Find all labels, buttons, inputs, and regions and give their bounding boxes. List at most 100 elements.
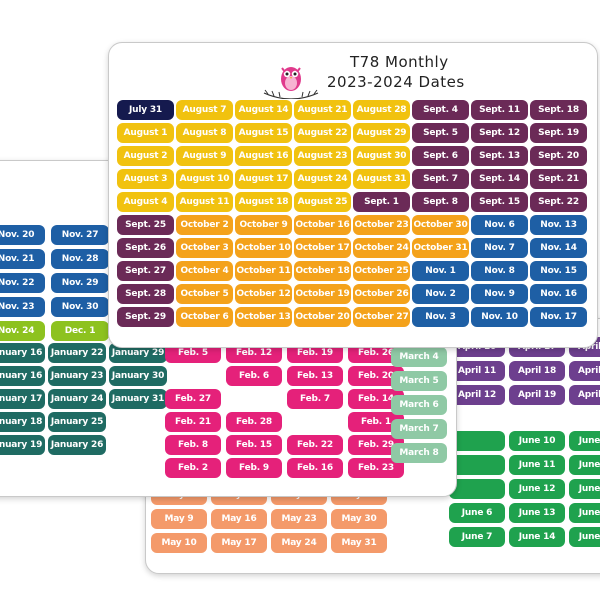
date-sticker: January 16 (0, 343, 45, 363)
date-sticker: Feb. 20 (348, 366, 404, 386)
date-sticker: April 25 (569, 361, 600, 381)
date-sticker (109, 435, 167, 455)
date-sticker: Nov. 23 (0, 297, 45, 317)
date-sticker: January 29 (109, 343, 167, 363)
date-sticker: Sept. 15 (471, 192, 528, 212)
date-sticker: Sept. 14 (471, 169, 528, 189)
date-sticker: October 16 (294, 215, 351, 235)
date-sticker: June 18 (569, 455, 600, 475)
date-sticker: October 18 (294, 261, 351, 281)
date-sticker: August 17 (235, 169, 292, 189)
date-sticker (287, 412, 343, 432)
date-sticker: April 12 (449, 385, 505, 405)
sheet-header: T78 Monthly 2023-2024 Dates (109, 43, 597, 103)
february-grid: Feb. 5 Feb. 12 Feb. 19 Feb. 26 Feb. 6 Feb. 13… (165, 343, 404, 496)
date-sticker: June 21 (569, 527, 600, 547)
date-sticker: Feb. 28 (226, 412, 282, 432)
date-sticker: Feb. 22 (287, 435, 343, 455)
date-sticker: Sept. 11 (471, 100, 528, 120)
march-grid: March 4 March 5 March 6 March 7 March 8 (391, 347, 447, 463)
date-sticker: Feb. 19 (287, 343, 343, 363)
date-sticker: June 19 (569, 479, 600, 499)
date-sticker: Sept. 20 (530, 146, 587, 166)
date-sticker: Nov. 16 (530, 284, 587, 304)
date-sticker: Nov. 14 (530, 238, 587, 258)
date-sticker: August 4 (117, 192, 174, 212)
sheet-subtitle: 2023-2024 Dates (327, 73, 465, 91)
date-sticker: Feb. 2 (165, 458, 221, 478)
date-sticker: October 19 (294, 284, 351, 304)
date-sticker: October 27 (353, 307, 410, 327)
date-sticker: October 17 (294, 238, 351, 258)
date-sticker: January 19 (0, 435, 45, 455)
date-sticker: May 17 (211, 533, 267, 553)
date-sticker: Nov. 7 (471, 238, 528, 258)
date-sticker: April 26 (569, 385, 600, 405)
date-sticker: January 30 (109, 366, 167, 386)
date-sticker: Feb. 26 (348, 343, 404, 363)
date-sticker: March 6 (391, 395, 447, 415)
date-sticker: January 25 (48, 412, 106, 432)
date-sticker: May 23 (271, 509, 327, 529)
date-sticker: August 16 (235, 146, 292, 166)
date-sticker: October 2 (176, 215, 233, 235)
date-sticker (109, 412, 167, 432)
date-sticker: Sept. 29 (117, 307, 174, 327)
date-sticker: Sept. 7 (412, 169, 469, 189)
date-sticker: Feb. 27 (165, 389, 221, 409)
date-sticker: October 12 (235, 284, 292, 304)
date-sticker: June 14 (509, 527, 565, 547)
date-sticker: Nov. 10 (471, 307, 528, 327)
date-sticker (165, 481, 221, 496)
date-sticker: April 19 (509, 385, 565, 405)
date-sticker: Feb. 9 (226, 458, 282, 478)
date-sticker: Nov. 22 (0, 273, 45, 293)
date-sticker: Nov. 21 (0, 249, 45, 269)
date-sticker: October 25 (353, 261, 410, 281)
date-sticker: October 6 (176, 307, 233, 327)
date-sticker: Sept. 26 (117, 238, 174, 258)
date-sticker: June 20 (569, 503, 600, 523)
date-sticker: August 31 (353, 169, 410, 189)
date-sticker: Feb. 23 (348, 458, 404, 478)
date-sticker: May 24 (271, 533, 327, 553)
date-sticker: August 11 (176, 192, 233, 212)
date-sticker: May 9 (151, 509, 207, 529)
date-sticker: Feb. 29 (348, 435, 404, 455)
date-sticker: August 18 (235, 192, 292, 212)
date-sticker: Feb. 21 (165, 412, 221, 432)
date-sticker: Feb. 7 (287, 389, 343, 409)
date-sticker: August 3 (117, 169, 174, 189)
owl-logo-icon (263, 67, 319, 99)
date-sticker: March 8 (391, 443, 447, 463)
date-sticker: Sept. 27 (117, 261, 174, 281)
date-sticker: June 11 (509, 455, 565, 475)
date-sticker: Nov. 13 (530, 215, 587, 235)
date-sticker: Feb. 13 (287, 366, 343, 386)
november-grid: Nov. 20 Nov. 27 Nov. 21 Nov. 28 Nov. 22 Nov. … (0, 225, 109, 341)
sheet-title: T78 Monthly (350, 53, 449, 71)
date-sticker: Sept. 18 (530, 100, 587, 120)
date-sticker: August 24 (294, 169, 351, 189)
date-sticker: Sept. 1 (353, 192, 410, 212)
date-sticker: October 10 (235, 238, 292, 258)
date-sticker (449, 479, 505, 499)
date-sticker: June 10 (509, 431, 565, 451)
date-sticker: October 30 (412, 215, 469, 235)
date-sticker: October 20 (294, 307, 351, 327)
date-sticker: October 13 (235, 307, 292, 327)
date-sticker: October 26 (353, 284, 410, 304)
date-sticker: Nov. 20 (0, 225, 45, 245)
date-sticker: Sept. 5 (412, 123, 469, 143)
date-sticker: Nov. 24 (0, 321, 45, 341)
date-sticker: Sept. 12 (471, 123, 528, 143)
date-sticker: May 16 (211, 509, 267, 529)
date-sticker: Feb. 14 (348, 389, 404, 409)
date-sticker: May 30 (331, 509, 387, 529)
date-sticker: Feb. 5 (165, 343, 221, 363)
date-sticker: Feb. 15 (226, 435, 282, 455)
date-sticker: August 25 (294, 192, 351, 212)
date-sticker: Nov. 2 (412, 284, 469, 304)
